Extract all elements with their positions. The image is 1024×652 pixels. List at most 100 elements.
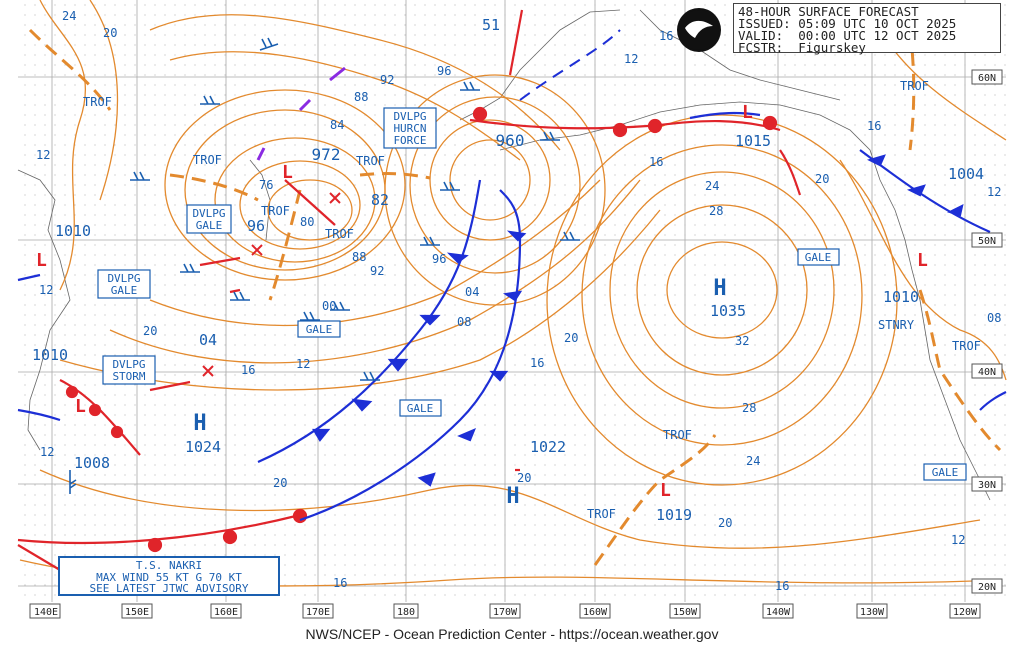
lon-label: 130W — [860, 607, 885, 618]
svg-text:GALE: GALE — [407, 402, 434, 415]
svg-text:GALE: GALE — [932, 466, 959, 479]
wind-barbs — [69, 37, 580, 494]
page-footer: NWS/NCEP - Ocean Prediction Center - htt… — [305, 626, 719, 642]
lon-label: 170W — [493, 607, 518, 618]
svg-text:FORCE: FORCE — [393, 134, 426, 147]
low-center-value: 1008 — [74, 454, 110, 472]
isobar-label: 12 — [951, 533, 965, 547]
isobar-label: 96 — [437, 64, 451, 78]
isobar-label: 16 — [649, 155, 663, 169]
trof-label: TROF — [900, 79, 929, 93]
storm-wind: MAX WIND 55 KT G 70 KT — [96, 570, 242, 584]
low-center-value: 960 — [496, 131, 525, 150]
lat-label: 60N — [978, 73, 996, 84]
header-issued: ISSUED: 05:09 UTC 10 OCT 2025 — [738, 16, 957, 31]
high-center-marker: H — [193, 411, 206, 436]
trof-label: TROF — [261, 204, 290, 218]
svg-text:DVLPG: DVLPG — [192, 207, 225, 220]
gale-box: GALE — [797, 248, 840, 266]
isobar-label: 16 — [333, 576, 347, 590]
dvlpg-hurcn-force-box: DVLPG HURCN FORCE — [383, 107, 437, 149]
trof-label: TROF — [356, 154, 385, 168]
low-center-value: 1015 — [735, 132, 771, 150]
isobar-label: 12 — [987, 185, 1001, 199]
isobar-label: 16 — [530, 356, 544, 370]
lat-label: 30N — [978, 480, 996, 491]
high-center-marker: H — [506, 484, 519, 509]
lon-label: 170E — [306, 607, 330, 618]
stnry-label: STNRY — [878, 318, 915, 332]
isobar-label: 16 — [775, 579, 789, 593]
isobar-label: 28 — [742, 401, 756, 415]
svg-text:DVLPG: DVLPG — [393, 110, 426, 123]
high-center-value: 1035 — [710, 302, 746, 320]
isobar-label: 32 — [735, 334, 749, 348]
header-valid: VALID: 00:00 UTC 12 OCT 2025 — [738, 28, 957, 43]
isobar-label: 88 — [352, 250, 366, 264]
lon-label: 120W — [953, 607, 978, 618]
isobar-label: 12 — [296, 357, 310, 371]
isobar-label: 00 — [322, 299, 336, 313]
low-center-value: 1019 — [656, 506, 692, 524]
isobar-label: 12 — [624, 52, 638, 66]
storm-name: T.S. NAKRI — [135, 559, 203, 572]
dvlpg-gale-box: DVLPG GALE — [97, 269, 151, 299]
trof-label: TROF — [952, 339, 981, 353]
position-markers — [202, 192, 341, 377]
map-labels: H 1035 H 1024 H 1022 960 972 1015 1019 1… — [18, 9, 1006, 623]
dvlpg-storm-box: DVLPG STORM — [102, 355, 156, 385]
isobar-label: 24 — [746, 454, 760, 468]
header-title: 48-HOUR SURFACE FORECAST — [738, 4, 919, 19]
high-center-value: 1024 — [185, 438, 221, 456]
cold-fronts — [17, 111, 1007, 522]
isobar-label: 88 — [354, 90, 368, 104]
gale-box: GALE — [297, 320, 341, 338]
isobar-label: 20 — [517, 471, 531, 485]
low-marker: L — [75, 396, 86, 417]
svg-text:STORM: STORM — [112, 370, 145, 383]
isobar-label: 04 — [199, 331, 217, 349]
isobars — [19, 0, 1007, 587]
tropical-storm-box: T.S. NAKRI MAX WIND 55 KT G 70 KT SEE LA… — [58, 556, 280, 596]
low-center-value: 1010 — [32, 346, 68, 364]
isobar-label: 92 — [380, 73, 394, 87]
svg-text:DVLPG: DVLPG — [112, 358, 145, 371]
isobar-label: 20 — [718, 516, 732, 530]
high-center-value: 1022 — [530, 438, 566, 456]
svg-text:GALE: GALE — [306, 323, 333, 336]
isobar-label: 16 — [241, 363, 255, 377]
lon-label: 140W — [766, 607, 791, 618]
svg-text:GALE: GALE — [111, 284, 138, 297]
trof-label: TROF — [325, 227, 354, 241]
isobar-label: 92 — [370, 264, 384, 278]
isobar-label: 20 — [143, 324, 157, 338]
isobar-label: 80 — [300, 215, 314, 229]
lon-label: 160E — [214, 607, 238, 618]
trof-label: TROF — [587, 507, 616, 521]
low-marker: L — [36, 250, 47, 271]
lon-label: 180 — [397, 607, 415, 618]
isobar-label: 24 — [705, 179, 719, 193]
isobar-label: 20 — [103, 26, 117, 40]
isobar-label: 08 — [987, 311, 1001, 325]
isobar-label: 16 — [867, 119, 881, 133]
isobar-label: 12 — [36, 148, 50, 162]
isobar-label: 20 — [564, 331, 578, 345]
isobar-label: 16 — [659, 29, 673, 43]
isobar-label: 08 — [457, 315, 471, 329]
low-marker: L — [917, 250, 928, 271]
weather-map: H 1035 H 1024 H 1022 960 972 1015 1019 1… — [17, 0, 1007, 623]
lon-label: 150E — [125, 607, 149, 618]
lon-label: 150W — [673, 607, 698, 618]
latitude-labels: 60N 50N 40N 30N 20N — [971, 69, 1003, 594]
trof-label: TROF — [193, 153, 222, 167]
isobar-label: 28 — [709, 204, 723, 218]
low-center-value: 972 — [312, 145, 341, 164]
isobar-label: 96 — [247, 217, 265, 235]
isobar-label: 82 — [371, 191, 389, 209]
isobar-label: 04 — [465, 285, 479, 299]
isobar-label: 51 — [482, 16, 500, 34]
isobar-label: 20 — [815, 172, 829, 186]
lon-label: 140E — [34, 607, 58, 618]
trof-label: TROF — [83, 95, 112, 109]
